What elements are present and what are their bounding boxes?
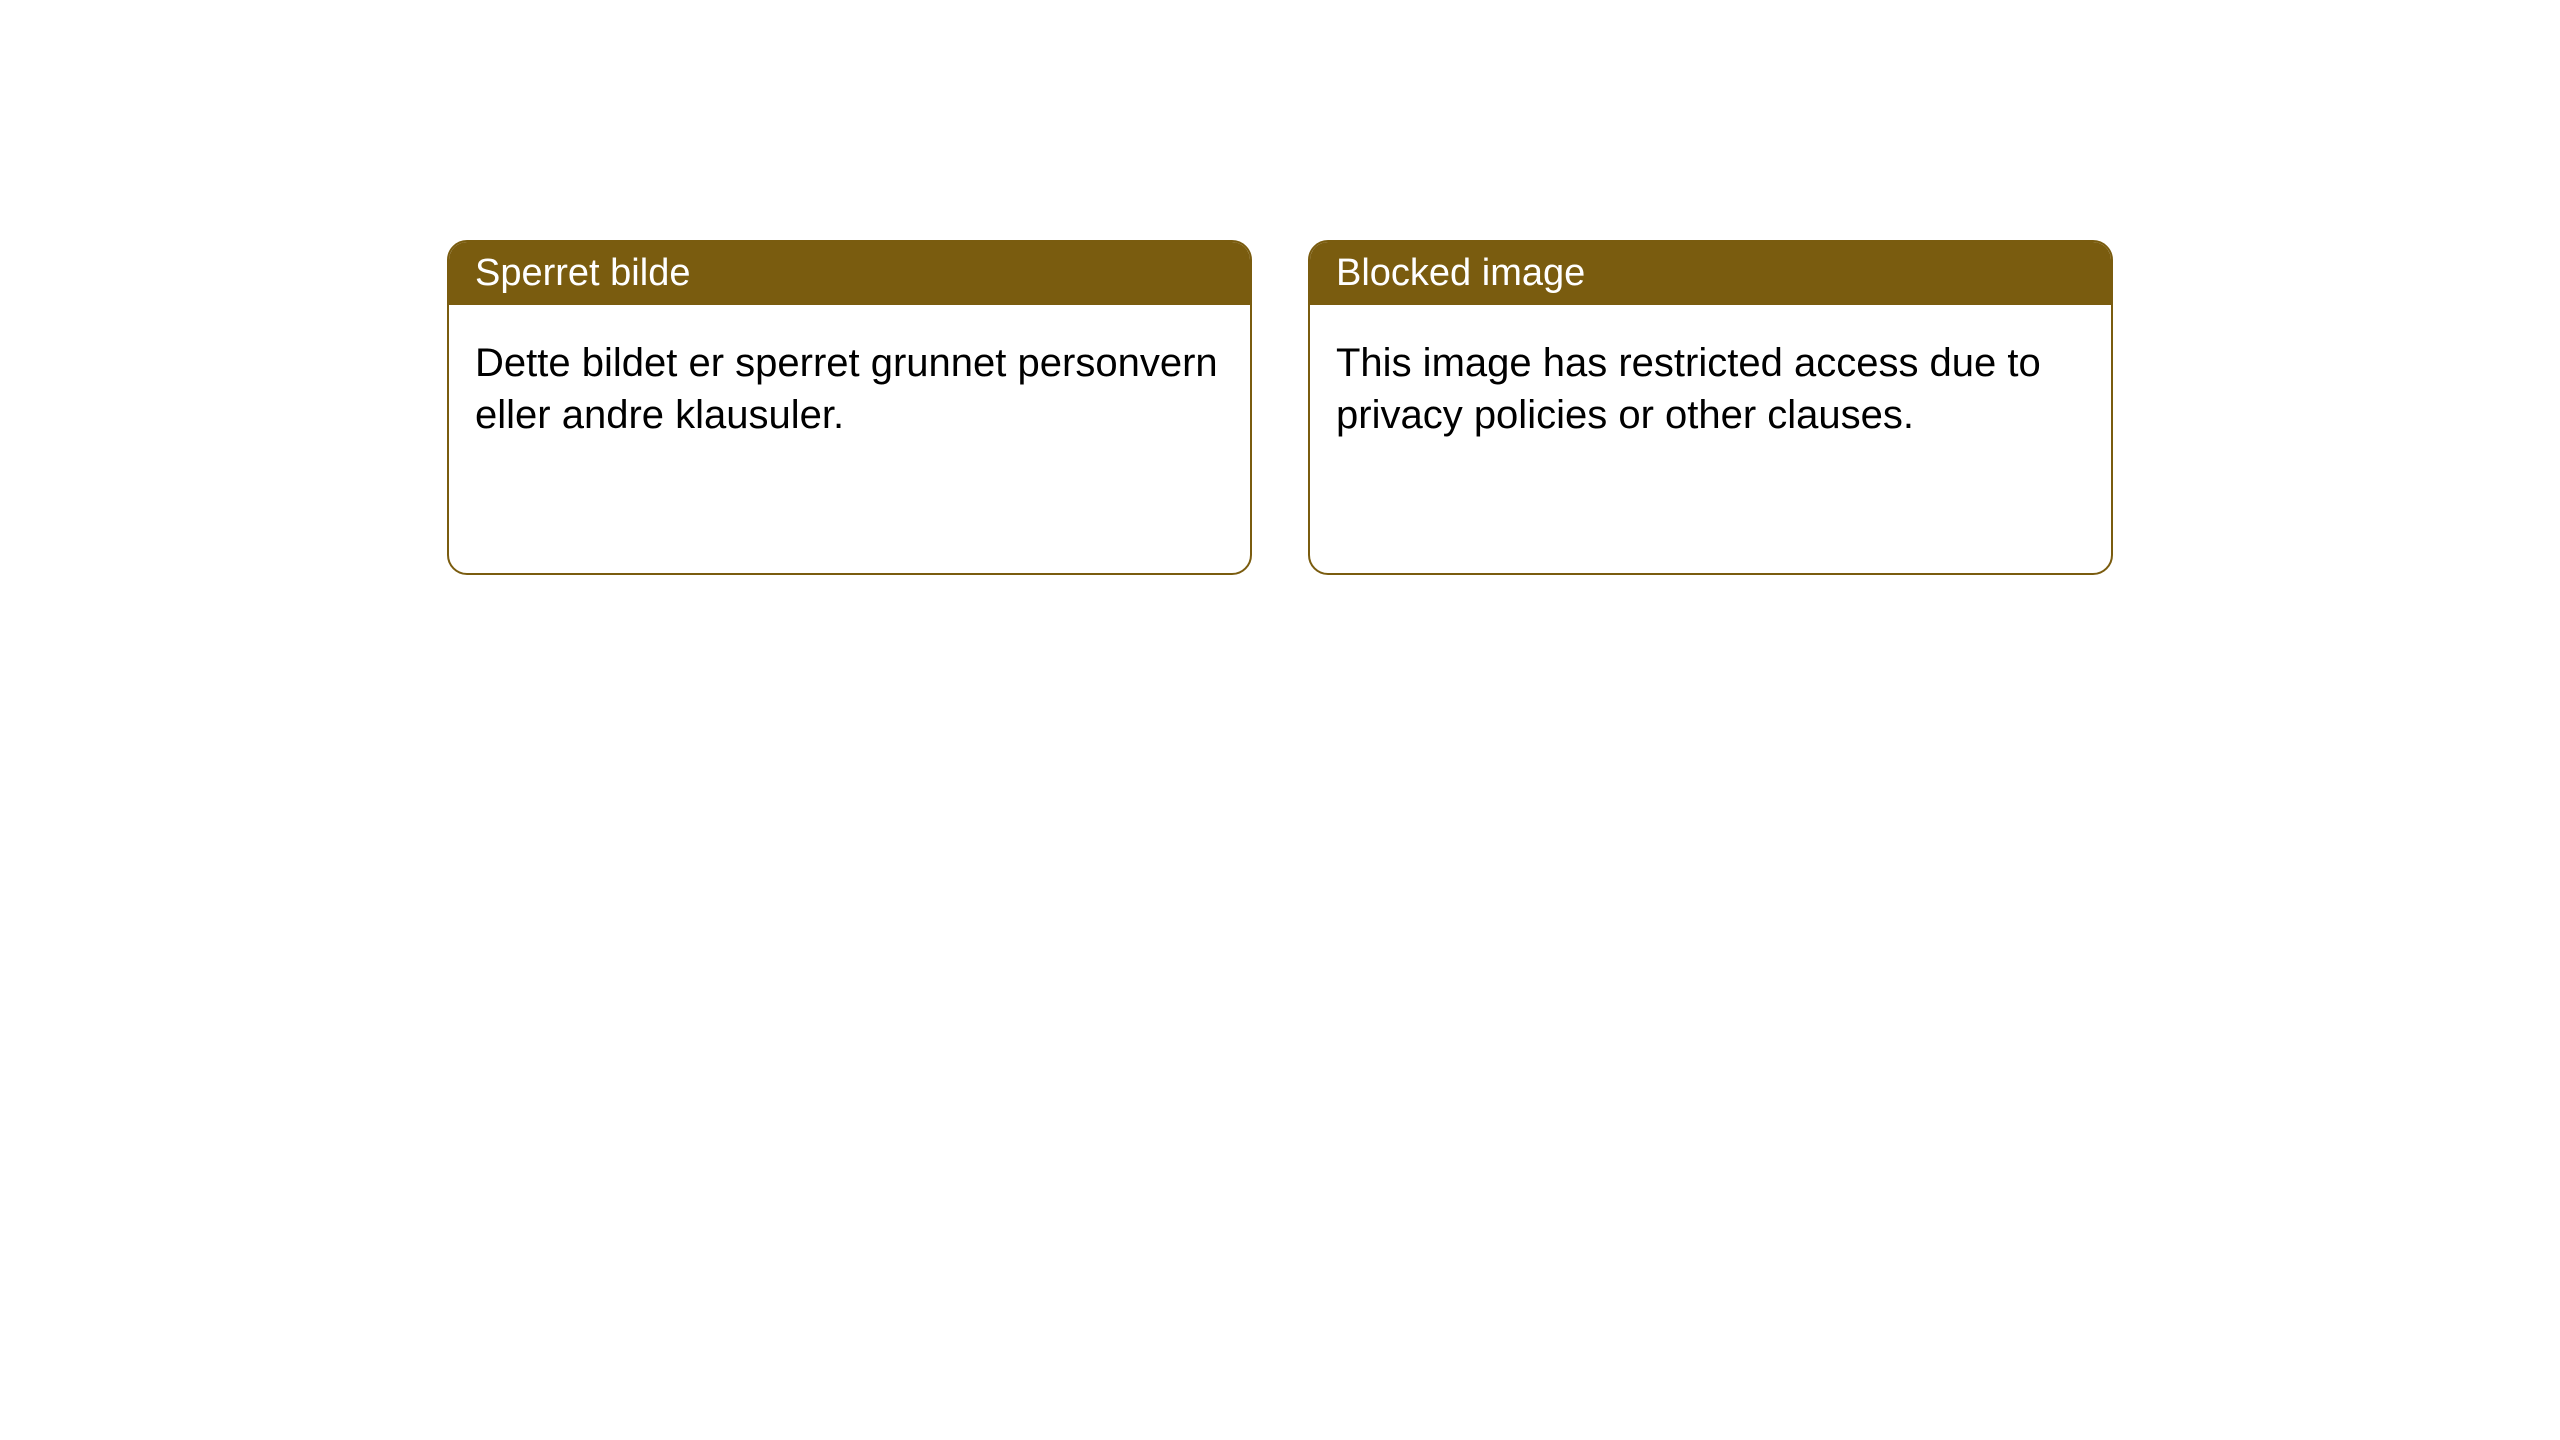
card-body: This image has restricted access due to …: [1310, 305, 2111, 473]
notice-card-english: Blocked image This image has restricted …: [1308, 240, 2113, 575]
card-body: Dette bildet er sperret grunnet personve…: [449, 305, 1250, 473]
card-message: This image has restricted access due to …: [1336, 341, 2041, 437]
notice-container: Sperret bilde Dette bildet er sperret gr…: [0, 0, 2560, 575]
card-header: Blocked image: [1310, 242, 2111, 305]
card-title: Sperret bilde: [475, 252, 690, 294]
notice-card-norwegian: Sperret bilde Dette bildet er sperret gr…: [447, 240, 1252, 575]
card-title: Blocked image: [1336, 252, 1585, 294]
card-header: Sperret bilde: [449, 242, 1250, 305]
card-message: Dette bildet er sperret grunnet personve…: [475, 341, 1218, 437]
